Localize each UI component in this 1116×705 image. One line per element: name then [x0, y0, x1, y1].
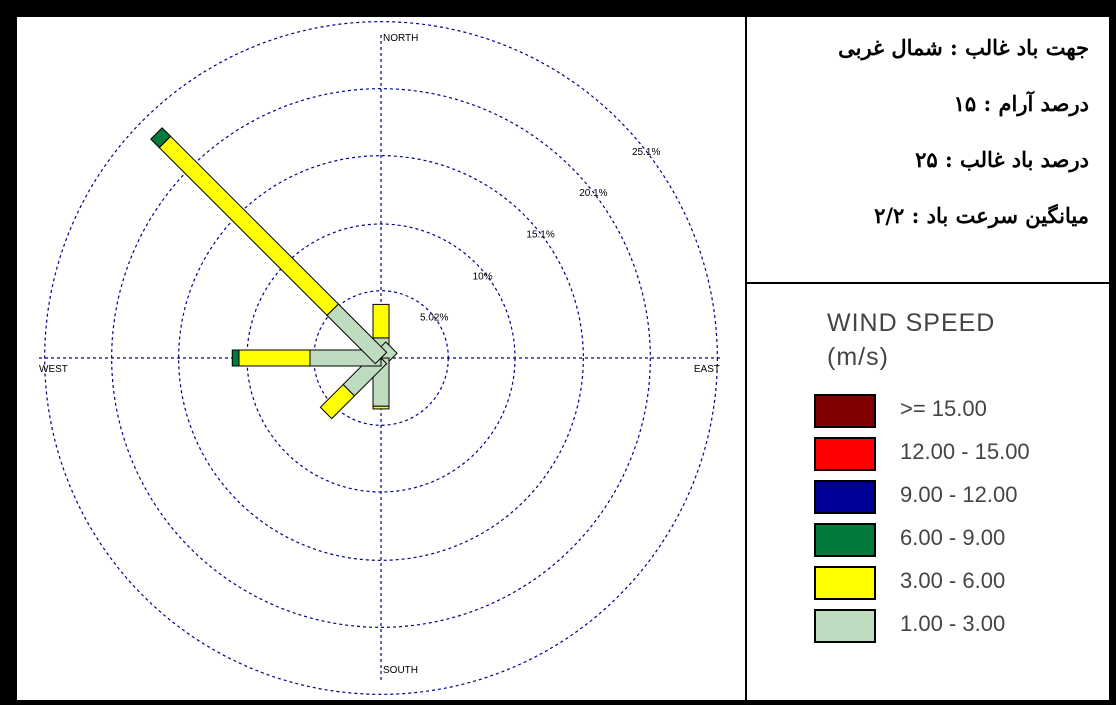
legend-label: 9.00 - 12.00: [900, 482, 1018, 507]
legend-label: >= 15.00: [900, 396, 987, 421]
petal-sw-segment-2: [319, 383, 356, 420]
legend-title-line2: (m/s): [827, 343, 889, 371]
legend-swatch: [814, 480, 876, 514]
petal-w: [231, 349, 382, 367]
figure-frame: NORTH EAST SOUTH WEST 5.02% 10% 15.1% 20.1%…: [17, 17, 1109, 700]
legend-swatch: [814, 566, 876, 600]
calm-percent-text: درصد آرام : ۱۵: [953, 91, 1089, 116]
wind-rose-panel: NORTH EAST SOUTH WEST 5.02% 10% 15.1% 20.1%…: [17, 17, 747, 700]
ring-3: [178, 155, 584, 561]
compass-east-label: EAST: [694, 364, 720, 375]
ring-label-2: 10%: [473, 272, 493, 283]
legend-label: 12.00 - 15.00: [900, 439, 1030, 464]
petal-nw-segment-2: [158, 135, 340, 317]
legend-title-line1: WIND SPEED: [827, 309, 996, 337]
info-panel: جهت باد غالب : شمال غربی درصد آرام : ۱۵ …: [747, 17, 1109, 284]
ring-4: [111, 88, 651, 628]
petals-group: [150, 127, 398, 420]
legend-label: 3.00 - 6.00: [900, 568, 1006, 593]
legend-panel: WIND SPEED (m/s) >= 15.00 12.00 - 15.00 9.…: [747, 284, 1109, 700]
compass-south-label: SOUTH: [383, 665, 418, 676]
ring-label-1: 5.02%: [420, 313, 448, 324]
petal-s-segment-2: [372, 405, 390, 410]
petal-nw: [150, 127, 388, 365]
compass-west-label: WEST: [39, 364, 68, 375]
petal-w-segment-2: [238, 349, 311, 367]
petal-n-segment-2: [372, 303, 390, 339]
mean-speed-text: میانگین سرعت باد : ۲/۲: [874, 203, 1089, 228]
dominant-direction-text: جهت باد غالب : شمال غربی: [838, 35, 1089, 60]
ring-label-5: 25.1%: [632, 147, 660, 158]
petal-nw-segment-3: [150, 127, 172, 149]
legend-swatch: [814, 523, 876, 557]
ring-label-3: 15.1%: [526, 229, 554, 240]
dominant-percent-text: درصد باد غالب : ۲۵: [915, 147, 1089, 172]
legend-swatch: [814, 609, 876, 643]
labels-group: NORTH EAST SOUTH WEST 5.02% 10% 15.1% 20.1%…: [39, 33, 720, 676]
ring-label-4: 20.1%: [579, 188, 607, 199]
legend-title: WIND SPEED (m/s): [827, 306, 995, 374]
legend-swatch: [814, 437, 876, 471]
petal-w-segment-3: [231, 349, 240, 367]
legend-label: 6.00 - 9.00: [900, 525, 1006, 550]
wind-rose-chart: NORTH EAST SOUTH WEST 5.02% 10% 15.1% 20.1%…: [39, 21, 722, 695]
legend-swatch: [814, 394, 876, 428]
legend-label: 1.00 - 3.00: [900, 611, 1006, 636]
compass-north-label: NORTH: [383, 33, 418, 44]
